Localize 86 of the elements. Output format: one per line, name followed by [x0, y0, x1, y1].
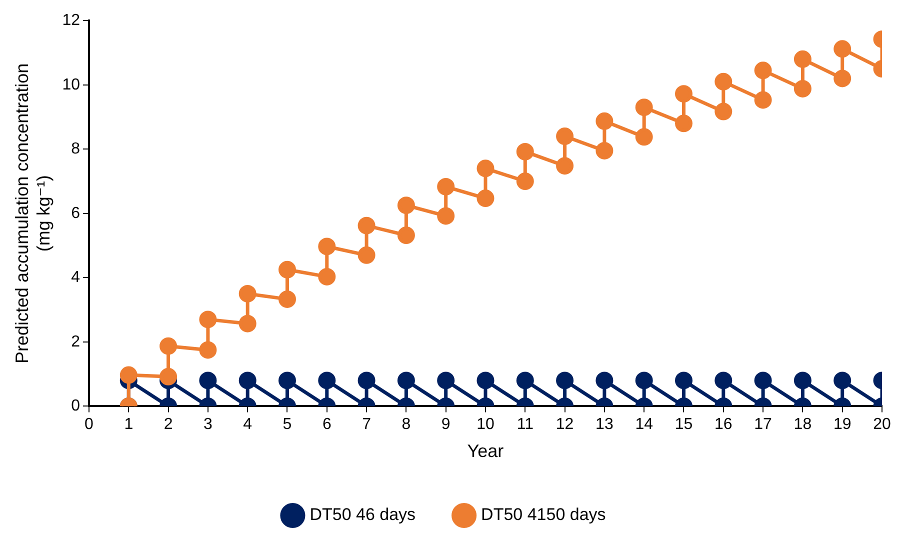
x-tick-label: 11: [516, 416, 534, 434]
point: [278, 290, 296, 308]
x-tick-label: 10: [476, 416, 494, 434]
point: [794, 80, 812, 98]
x-tick-label: 0: [84, 416, 94, 434]
y-axis-title: Predicted accumulation concentration (mg kg⁻¹): [12, 63, 54, 364]
x-tick-label: 12: [556, 416, 574, 434]
point: [675, 114, 692, 132]
point: [834, 70, 852, 88]
x-tick-label: 3: [203, 416, 212, 434]
point: [160, 337, 178, 355]
point: [397, 196, 415, 214]
x-tick-label: 15: [674, 416, 693, 434]
x-tick-label: 6: [322, 416, 332, 434]
legend-label: DT50 46 days: [310, 505, 416, 524]
x-tick-label: 16: [714, 416, 732, 434]
point: [437, 178, 455, 196]
point: [278, 260, 296, 278]
x-tick-label: 19: [833, 416, 852, 434]
y-tick-label: 4: [71, 269, 80, 286]
point: [397, 226, 415, 244]
x-tick-label: 7: [362, 416, 372, 434]
point: [160, 368, 178, 386]
point: [358, 216, 376, 234]
point: [476, 190, 494, 208]
y-tick-label: 2: [71, 333, 80, 350]
x-axis-title: Year: [467, 441, 504, 462]
point: [516, 172, 534, 190]
point: [318, 238, 336, 256]
point: [318, 372, 336, 390]
point: [714, 72, 732, 90]
point: [754, 91, 772, 109]
point: [516, 142, 534, 160]
point: [754, 372, 772, 390]
point: [596, 142, 614, 160]
legend-label: DT50 4150 days: [481, 505, 606, 524]
point: [199, 341, 217, 359]
point: [794, 50, 812, 68]
x-tick-label: 20: [873, 416, 891, 434]
point: [238, 284, 256, 302]
point: [238, 314, 256, 332]
point: [794, 372, 812, 390]
point: [437, 207, 455, 225]
point: [596, 112, 614, 130]
point: [556, 128, 574, 146]
point: [318, 268, 336, 286]
point: [437, 372, 455, 390]
x-tick-label: 2: [164, 416, 173, 434]
point: [834, 40, 852, 58]
x-tick-label: 8: [402, 416, 411, 434]
point: [476, 160, 494, 178]
point: [556, 157, 574, 175]
point: [556, 372, 574, 390]
point: [754, 62, 772, 80]
x-tick-label: 1: [124, 416, 134, 434]
x-tick-label: 14: [635, 416, 654, 434]
y-tick-label: 8: [71, 140, 80, 158]
point: [476, 372, 494, 390]
point: [714, 372, 732, 390]
point: [278, 372, 296, 390]
point: [358, 372, 376, 390]
point: [635, 372, 653, 390]
point: [635, 128, 653, 146]
point: [199, 310, 217, 328]
point: [714, 102, 732, 120]
y-tick-label: 0: [71, 398, 80, 415]
x-tick-label: 5: [282, 416, 292, 434]
x-tick-label: 17: [754, 416, 772, 434]
point: [675, 372, 692, 390]
point: [238, 372, 256, 390]
x-tick-label: 13: [596, 416, 614, 434]
y-tick-label: 10: [62, 76, 80, 94]
point: [834, 372, 852, 390]
point: [596, 372, 614, 390]
point: [120, 366, 138, 384]
point: [516, 372, 534, 390]
point: [397, 372, 415, 390]
point: [199, 372, 217, 390]
point: [675, 85, 692, 103]
point: [635, 98, 653, 116]
x-tick-label: 4: [243, 416, 252, 434]
y-tick-label: 12: [62, 12, 80, 30]
x-tick-label: 18: [794, 416, 812, 434]
point: [358, 246, 376, 264]
x-tick-label: 9: [441, 416, 450, 434]
y-tick-label: 6: [71, 204, 80, 222]
